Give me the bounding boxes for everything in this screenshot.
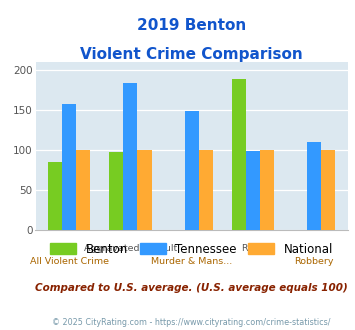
Bar bbox=[246, 151, 260, 230]
Text: Murder & Mans...: Murder & Mans... bbox=[151, 257, 232, 266]
Text: Robbery: Robbery bbox=[294, 257, 334, 266]
Bar bbox=[232, 79, 246, 230]
Bar bbox=[62, 104, 76, 230]
Bar bbox=[48, 162, 62, 230]
Bar bbox=[124, 83, 137, 230]
Bar bbox=[321, 149, 335, 230]
Bar bbox=[260, 149, 274, 230]
Text: 2019 Benton: 2019 Benton bbox=[137, 18, 246, 33]
Bar bbox=[109, 152, 124, 230]
Bar bbox=[307, 142, 321, 230]
Text: All Violent Crime: All Violent Crime bbox=[30, 257, 109, 266]
Text: Aggravated Assault: Aggravated Assault bbox=[84, 244, 177, 252]
Bar bbox=[76, 149, 90, 230]
Text: Rape: Rape bbox=[241, 244, 265, 252]
Bar bbox=[137, 149, 152, 230]
Text: Violent Crime Comparison: Violent Crime Comparison bbox=[80, 47, 303, 62]
Text: Compared to U.S. average. (U.S. average equals 100): Compared to U.S. average. (U.S. average … bbox=[36, 283, 348, 293]
Bar bbox=[185, 111, 199, 230]
Text: © 2025 CityRating.com - https://www.cityrating.com/crime-statistics/: © 2025 CityRating.com - https://www.city… bbox=[53, 318, 331, 327]
Bar bbox=[199, 149, 213, 230]
Legend: Benton, Tennessee, National: Benton, Tennessee, National bbox=[45, 238, 338, 260]
